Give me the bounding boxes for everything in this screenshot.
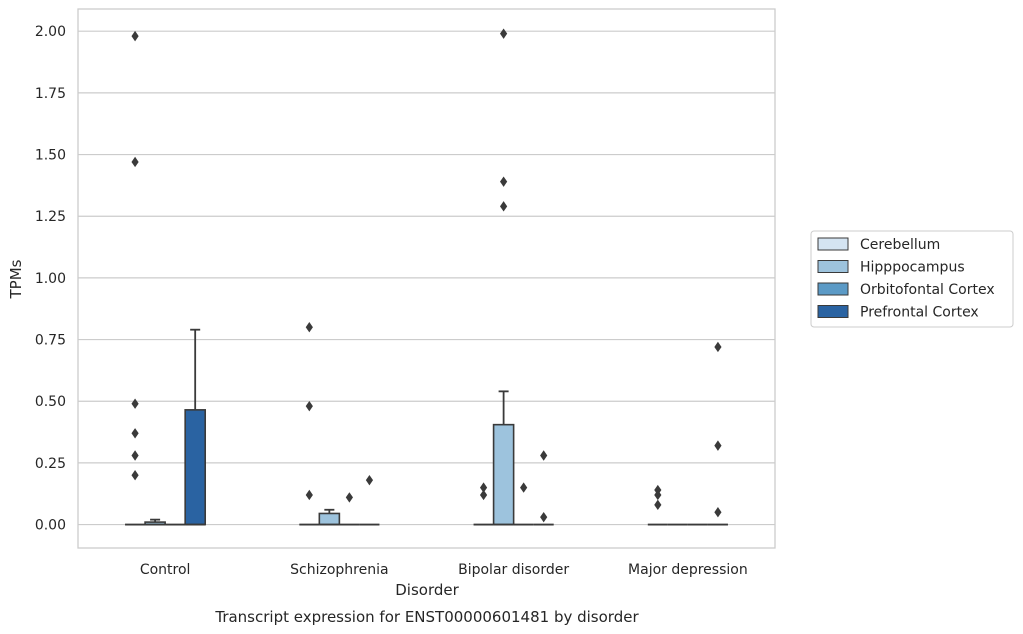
y-axis-label: TPMs xyxy=(7,259,25,299)
box-hipppocampus xyxy=(144,518,166,526)
outlier-point xyxy=(500,28,508,39)
legend-label: Prefrontal Cortex xyxy=(860,305,979,321)
legend-swatch xyxy=(817,260,849,273)
outlier-point xyxy=(131,30,139,42)
outlier-point xyxy=(654,484,662,496)
outlier-point xyxy=(131,156,139,168)
y-tick-label: 1.50 xyxy=(35,148,66,164)
y-tick-label: 1.75 xyxy=(35,86,66,102)
y-tick-label: 2.00 xyxy=(35,24,66,40)
legend-label: Hipppocampus xyxy=(860,260,965,276)
outlier-point xyxy=(714,341,722,353)
outlier-point xyxy=(479,482,488,493)
x-axis-ticks: Control Schizophrenia Bipolar disorder Majo… xyxy=(140,562,748,578)
box-series xyxy=(125,328,728,526)
legend-label: Cerebellum xyxy=(860,237,940,253)
chart-caption: Transcript expression for ENST0000060148… xyxy=(214,608,639,626)
x-tick-label: Control xyxy=(140,562,191,578)
box-body xyxy=(492,423,515,526)
outlier-point xyxy=(540,511,548,523)
outlier-point xyxy=(131,398,139,409)
box-prefrontal-cortex xyxy=(184,328,207,526)
y-tick-label: 0.75 xyxy=(35,333,66,349)
outlier-point xyxy=(305,400,313,412)
y-tick-label: 0.00 xyxy=(35,518,66,534)
y-tick-label: 0.25 xyxy=(35,456,66,472)
y-tick-label: 1.00 xyxy=(35,271,66,287)
legend-frame xyxy=(810,230,1014,328)
x-tick-label: Major depression xyxy=(628,562,748,578)
x-tick-label: Bipolar disorder xyxy=(458,562,569,578)
outlier-point xyxy=(714,507,722,518)
outlier-point xyxy=(479,489,488,501)
gridlines xyxy=(78,30,775,526)
outlier-point xyxy=(714,440,722,451)
outlier-point xyxy=(131,428,139,439)
outlier-point xyxy=(540,450,548,461)
y-tick-label: 0.50 xyxy=(35,394,66,410)
legend: Cerebellum Hipppocampus Orbitofontal Corte… xyxy=(810,230,1014,328)
box-body xyxy=(318,512,341,526)
outlier-point xyxy=(500,176,508,187)
x-tick-label: Schizophrenia xyxy=(290,562,388,578)
outlier-point xyxy=(365,474,374,486)
outlier-point xyxy=(305,489,313,501)
x-axis-label: Disorder xyxy=(395,581,459,599)
legend-label: Orbitofontal Cortex xyxy=(860,282,995,298)
outlier-point xyxy=(131,450,139,461)
outlier-point xyxy=(131,470,139,481)
box-hipppocampus xyxy=(318,508,341,526)
outlier-point xyxy=(654,499,662,511)
y-tick-label: 1.25 xyxy=(35,209,66,225)
outlier-point xyxy=(520,482,528,493)
y-axis-ticks: 0.00 0.25 0.50 0.75 1.00 1.25 1.50 1.75 2.00 xyxy=(35,24,66,533)
outlier-point xyxy=(345,492,353,503)
legend-swatch xyxy=(817,282,849,296)
box-hipppocampus xyxy=(492,390,515,526)
plot-frame xyxy=(77,8,776,549)
outlier-point xyxy=(500,201,508,212)
outlier-points xyxy=(131,28,722,523)
box-body xyxy=(184,409,207,526)
outlier-point xyxy=(305,322,313,333)
legend-swatch xyxy=(817,237,849,251)
legend-swatch xyxy=(817,305,849,318)
